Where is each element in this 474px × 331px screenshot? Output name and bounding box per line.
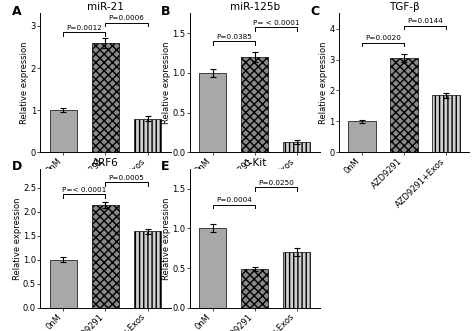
Bar — [134, 118, 161, 152]
Text: E: E — [161, 161, 169, 173]
Bar — [199, 228, 227, 308]
Title: ARF6: ARF6 — [92, 158, 119, 168]
Bar — [283, 142, 310, 152]
Y-axis label: Relative expression: Relative expression — [319, 41, 328, 124]
Title: TGF-β: TGF-β — [389, 2, 419, 13]
Title: miR-21: miR-21 — [87, 2, 124, 13]
Bar — [134, 231, 161, 308]
Title: c-Kit: c-Kit — [243, 158, 266, 168]
Bar — [241, 57, 268, 152]
Bar — [432, 95, 460, 152]
Text: P=0.0004: P=0.0004 — [216, 198, 252, 204]
Y-axis label: Relative expression: Relative expression — [162, 197, 171, 280]
Y-axis label: Relative expression: Relative expression — [20, 41, 29, 124]
Text: D: D — [11, 161, 22, 173]
Text: P=0.0012: P=0.0012 — [66, 25, 102, 31]
Title: miR-125b: miR-125b — [230, 2, 280, 13]
Text: P=0.0020: P=0.0020 — [365, 35, 401, 41]
Bar — [50, 260, 77, 308]
Text: P=< 0.0001: P=< 0.0001 — [62, 187, 107, 193]
Bar — [348, 121, 376, 152]
Text: P=0.0005: P=0.0005 — [109, 175, 145, 181]
Bar — [92, 43, 119, 152]
Bar — [241, 269, 268, 308]
Text: B: B — [161, 5, 171, 18]
Text: C: C — [310, 5, 319, 18]
Text: A: A — [11, 5, 21, 18]
Bar — [50, 110, 77, 152]
Bar — [92, 205, 119, 308]
Bar — [199, 73, 227, 152]
Text: P=0.0144: P=0.0144 — [407, 19, 443, 24]
Y-axis label: Relative expression: Relative expression — [162, 41, 171, 124]
Bar — [283, 252, 310, 308]
Text: P= < 0.0001: P= < 0.0001 — [253, 20, 299, 25]
Y-axis label: Relative expression: Relative expression — [13, 197, 22, 280]
Text: P=0.0006: P=0.0006 — [109, 16, 145, 22]
Text: P=0.0250: P=0.0250 — [258, 180, 294, 186]
Bar — [391, 58, 418, 152]
Text: P=0.0385: P=0.0385 — [216, 34, 252, 40]
